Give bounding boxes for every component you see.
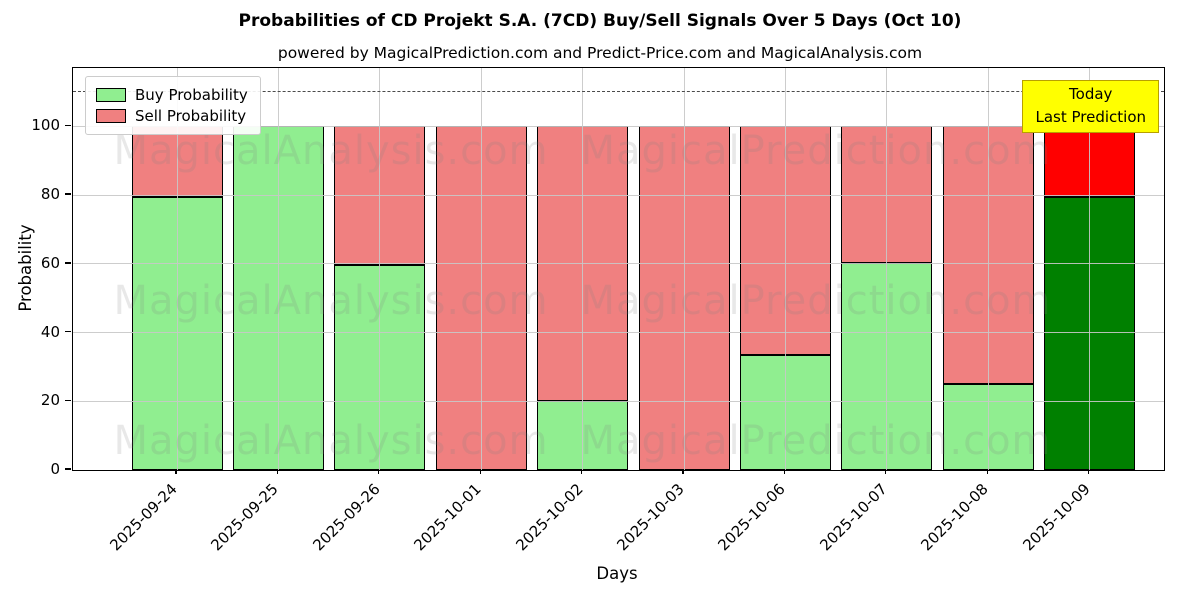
annotation-line-1: Today bbox=[1069, 85, 1113, 103]
y-tick-mark bbox=[65, 399, 71, 401]
horizontal-gridline bbox=[73, 194, 1164, 196]
chart-title: Probabilities of CD Projekt S.A. (7CD) B… bbox=[238, 11, 962, 31]
chart-subtitle: powered by MagicalPrediction.com and Pre… bbox=[277, 44, 923, 62]
x-tick-label: 2025-09-24 bbox=[106, 480, 181, 555]
x-tick-label: 2025-10-03 bbox=[613, 480, 688, 555]
legend: Buy Probability Sell Probability bbox=[85, 76, 261, 135]
x-tick-mark bbox=[783, 469, 786, 474]
x-tick-label: 2025-10-06 bbox=[714, 480, 790, 555]
legend-label-buy: Buy Probability bbox=[135, 86, 248, 104]
plot-area: Buy Probability Sell Probability Today L… bbox=[72, 67, 1165, 471]
x-tick-mark bbox=[378, 469, 380, 474]
x-tick-mark bbox=[682, 469, 684, 474]
y-tick-label: 40 bbox=[40, 322, 60, 341]
today-annotation: Today Last Prediction bbox=[1022, 80, 1159, 133]
legend-item-buy: Buy Probability bbox=[96, 86, 248, 104]
x-tick-label: 2025-10-08 bbox=[917, 480, 992, 555]
vertical-gridline bbox=[582, 68, 584, 470]
y-tick-label: 100 bbox=[31, 116, 60, 135]
y-tick-mark bbox=[65, 262, 71, 264]
y-tick-label: 60 bbox=[40, 253, 60, 272]
vertical-gridline bbox=[784, 68, 786, 470]
x-tick-mark bbox=[175, 469, 177, 474]
horizontal-gridline bbox=[73, 125, 1164, 127]
vertical-gridline bbox=[379, 68, 381, 470]
legend-label-sell: Sell Probability bbox=[135, 107, 247, 125]
x-tick-mark bbox=[276, 469, 279, 474]
vertical-gridline bbox=[987, 68, 989, 470]
y-tick-label: 0 bbox=[50, 460, 60, 478]
y-tick-mark bbox=[65, 193, 71, 195]
annotation-line-2: Last Prediction bbox=[1035, 108, 1146, 127]
vertical-gridline bbox=[683, 68, 685, 470]
x-tick-mark bbox=[580, 469, 583, 474]
x-tick-label: 2025-10-09 bbox=[1018, 480, 1094, 555]
x-axis-label: Days bbox=[596, 564, 638, 583]
x-tick-mark bbox=[885, 469, 887, 474]
vertical-gridline bbox=[277, 68, 279, 470]
vertical-gridline bbox=[886, 68, 888, 470]
horizontal-gridline bbox=[73, 263, 1164, 265]
x-tick-label: 2025-10-02 bbox=[511, 480, 587, 555]
horizontal-gridline bbox=[73, 332, 1164, 334]
legend-item-sell: Sell Probability bbox=[96, 107, 248, 125]
x-tick-label: 2025-09-25 bbox=[207, 480, 283, 555]
vertical-gridline bbox=[176, 68, 178, 470]
x-tick-label: 2025-10-01 bbox=[410, 480, 485, 555]
sell-color-swatch bbox=[96, 109, 126, 123]
vertical-gridline bbox=[480, 68, 482, 470]
reference-dashed-line bbox=[73, 91, 1164, 93]
y-tick-mark bbox=[65, 124, 71, 127]
x-tick-mark bbox=[1087, 469, 1090, 474]
vertical-gridline bbox=[1089, 68, 1091, 470]
horizontal-gridline bbox=[73, 400, 1164, 402]
x-tick-mark bbox=[986, 469, 988, 474]
y-tick-mark bbox=[65, 330, 71, 333]
x-tick-label: 2025-09-26 bbox=[309, 480, 384, 555]
buy-color-swatch bbox=[96, 88, 126, 102]
y-tick-label: 80 bbox=[40, 185, 60, 204]
y-tick-label: 20 bbox=[40, 391, 60, 410]
x-tick-label: 2025-10-07 bbox=[816, 480, 891, 555]
x-tick-mark bbox=[479, 469, 481, 474]
y-tick-mark bbox=[65, 468, 71, 470]
